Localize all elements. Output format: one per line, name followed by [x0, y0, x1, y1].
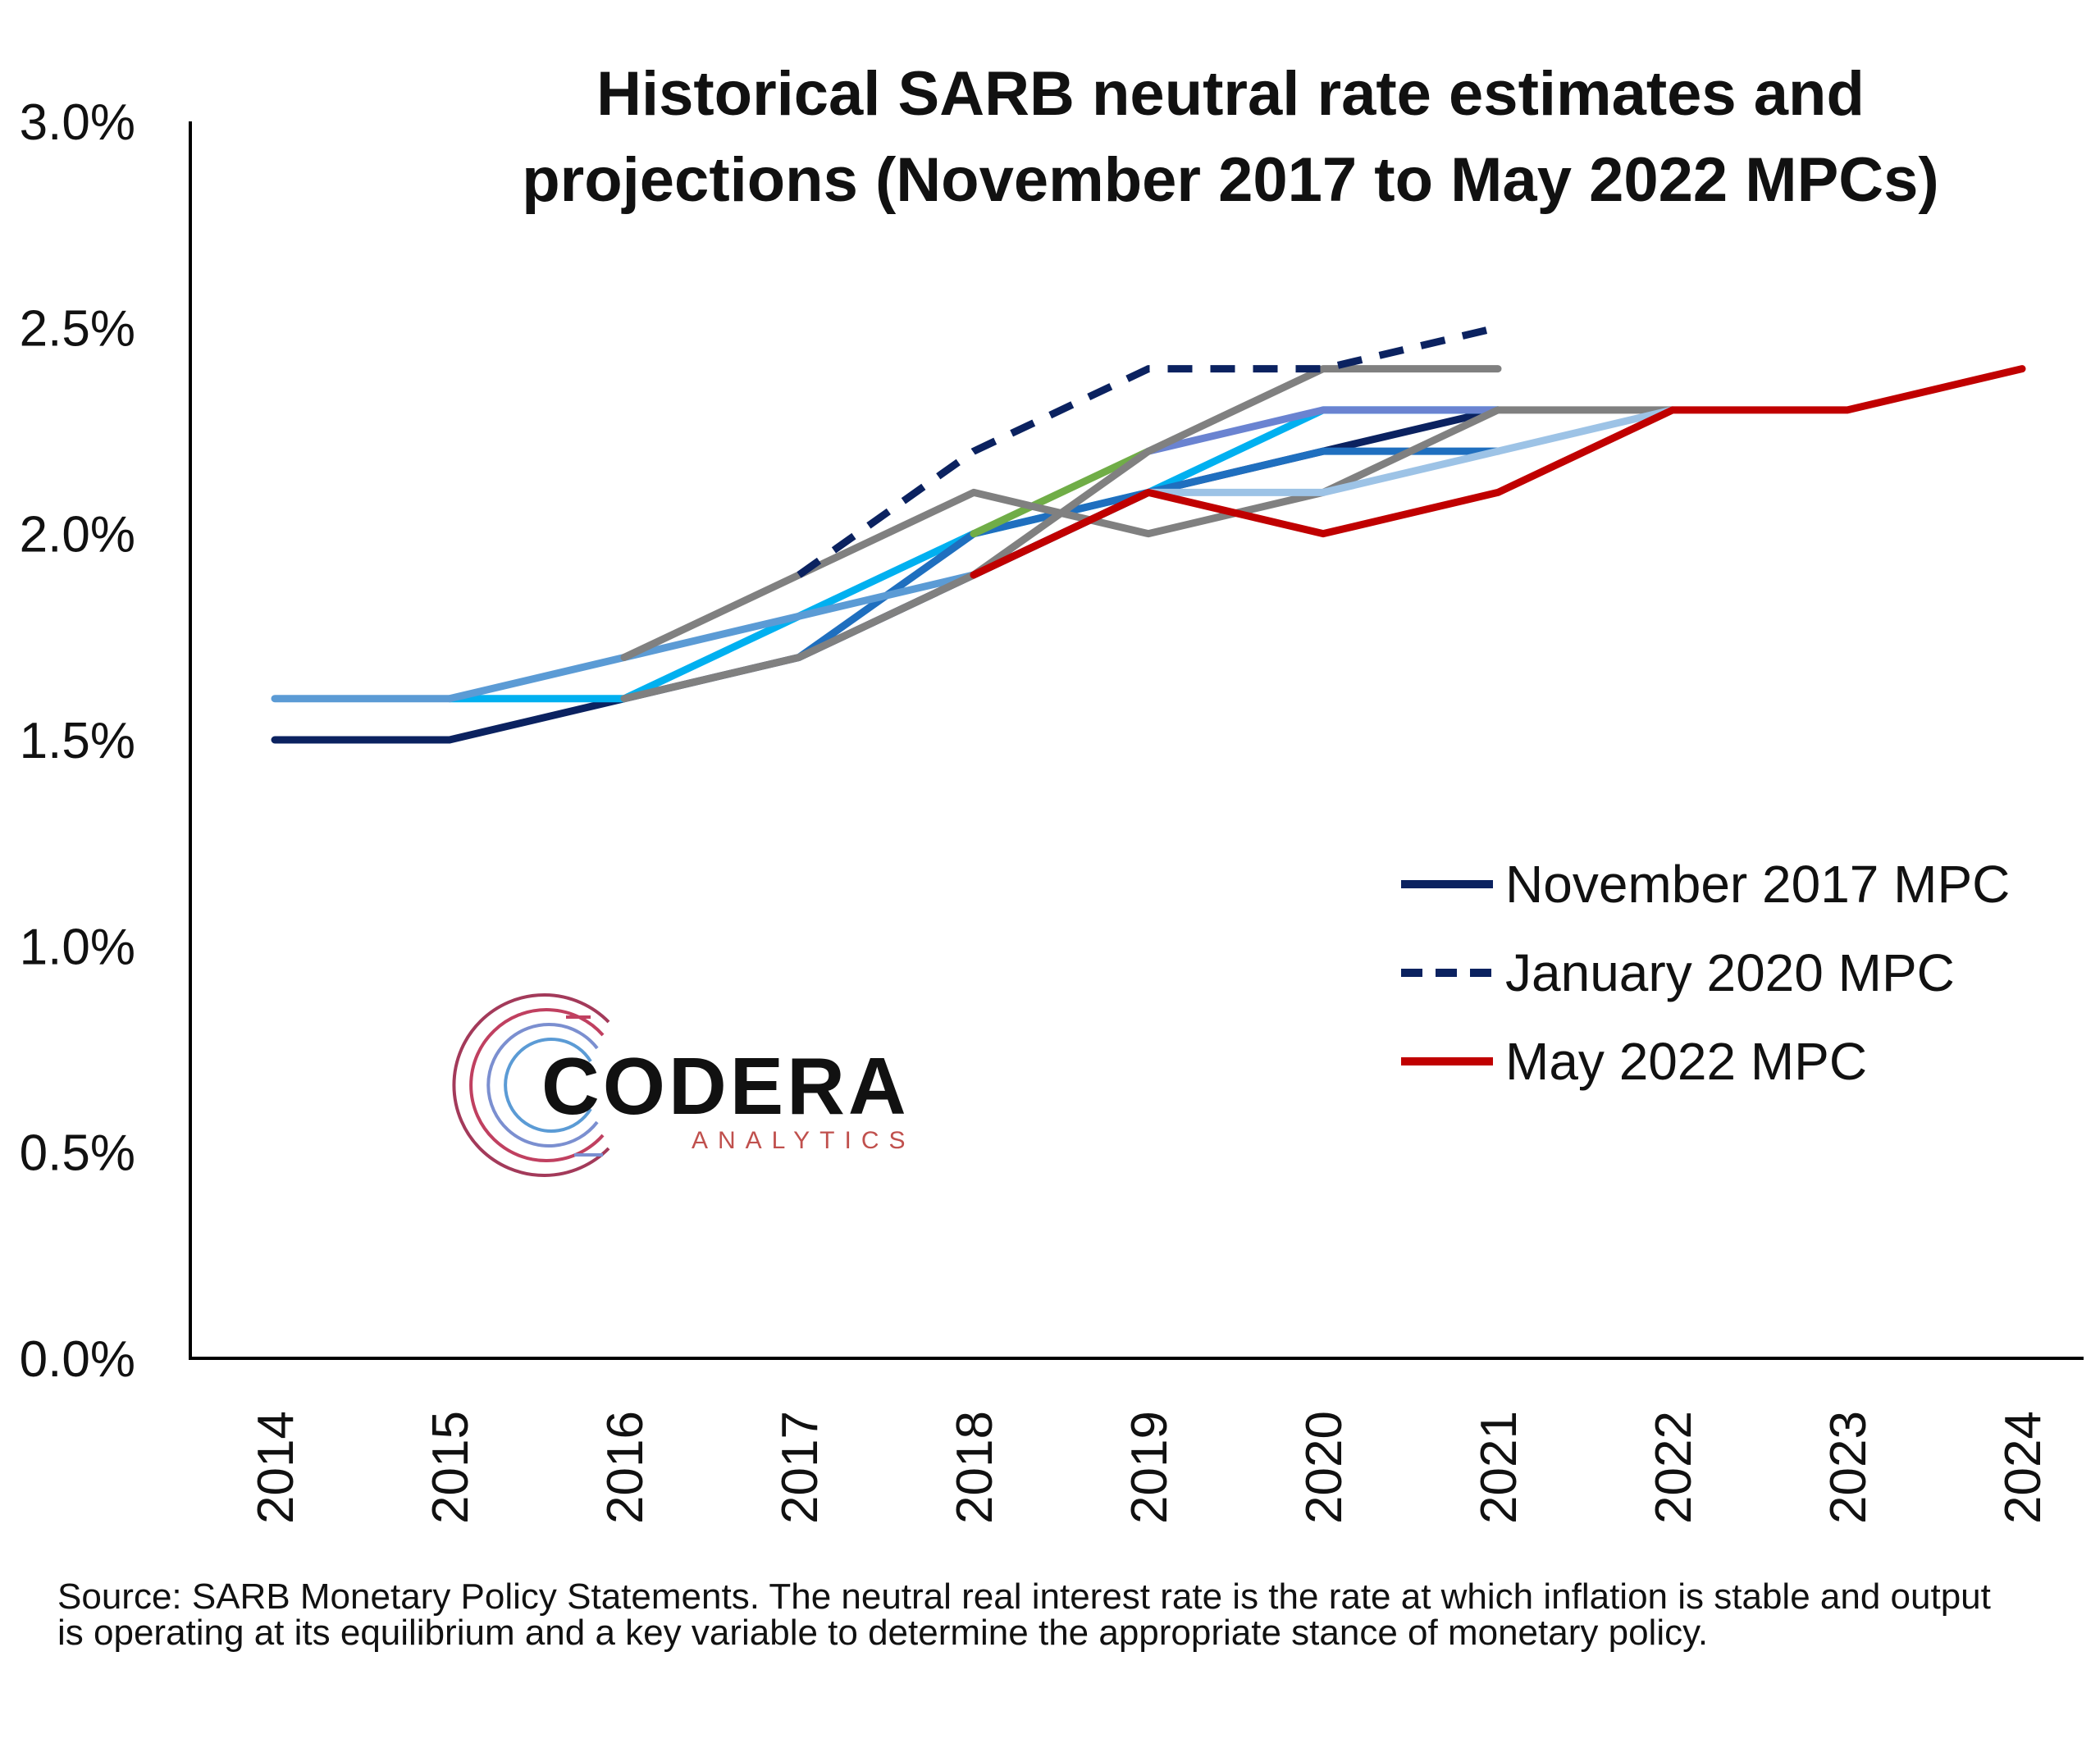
x-tick-label: 2017 [772, 1411, 829, 1524]
series-line-estimate-3 [271, 571, 978, 703]
x-tick-label: 2014 [248, 1411, 304, 1524]
legend-label: January 2020 MPC [1505, 943, 1955, 1002]
series-line-estimate-2 [795, 447, 1502, 661]
series-lines [271, 323, 2026, 744]
series-line-estimate-8 [1144, 406, 1677, 496]
series-line-estimate-7 [620, 365, 1502, 703]
y-tick-label: 2.5% [20, 300, 135, 357]
y-tick-labels: 0.0% 0.5% 1.0% 1.5% 2.0% 2.5% 3.0% [20, 94, 135, 1388]
x-tick-label: 2020 [1296, 1411, 1353, 1524]
x-tick-label: 2016 [597, 1411, 654, 1524]
y-tick-label: 1.5% [20, 713, 135, 769]
legend-label: November 2017 MPC [1505, 855, 2010, 914]
series-line-estimate-4 [970, 447, 1153, 538]
y-tick-label: 2.0% [20, 507, 135, 564]
x-tick-labels: 2014 2015 2016 2017 2018 2019 2020 2021 2022 2023… [248, 1411, 2052, 1524]
legend: November 2017 MPC January 2020 MPC May 202… [1401, 855, 2010, 1091]
x-tick-label: 2019 [1121, 1411, 1178, 1524]
chart-title: Historical SARB neutral rate estimates a… [522, 59, 1938, 215]
x-tick-label: 2018 [947, 1411, 1003, 1524]
chart-title-line-2: projections (November 2017 to May 2022 M… [522, 145, 1938, 215]
y-tick-label: 0.0% [20, 1331, 135, 1388]
chart-title-line-1: Historical SARB neutral rate estimates a… [596, 59, 1865, 129]
y-tick-label: 0.5% [20, 1125, 135, 1182]
x-tick-label: 2023 [1820, 1411, 1877, 1524]
y-tick-label: 1.0% [20, 919, 135, 975]
axes [189, 121, 2084, 1360]
codera-logo: CODERA ANALYTICS [452, 993, 915, 1177]
x-tick-label: 2022 [1646, 1411, 1702, 1524]
logo-wordmark: CODERA [541, 1041, 910, 1131]
x-tick-label: 2024 [1995, 1411, 2052, 1524]
logo-mark-icon [452, 993, 610, 1177]
y-tick-label: 3.0% [20, 94, 135, 151]
series-line-estimate-5 [1144, 406, 1502, 455]
legend-label: May 2022 MPC [1505, 1032, 1867, 1091]
series-line-january-2020-mpc [797, 323, 1500, 578]
logo-subtitle: ANALYTICS [692, 1127, 915, 1154]
x-tick-label: 2021 [1471, 1411, 1527, 1524]
source-note: Source: SARB Monetary Policy Statements.… [57, 1576, 1991, 1653]
x-tick-label: 2015 [422, 1411, 479, 1524]
series-line-may-2022-mpc [970, 365, 2026, 579]
